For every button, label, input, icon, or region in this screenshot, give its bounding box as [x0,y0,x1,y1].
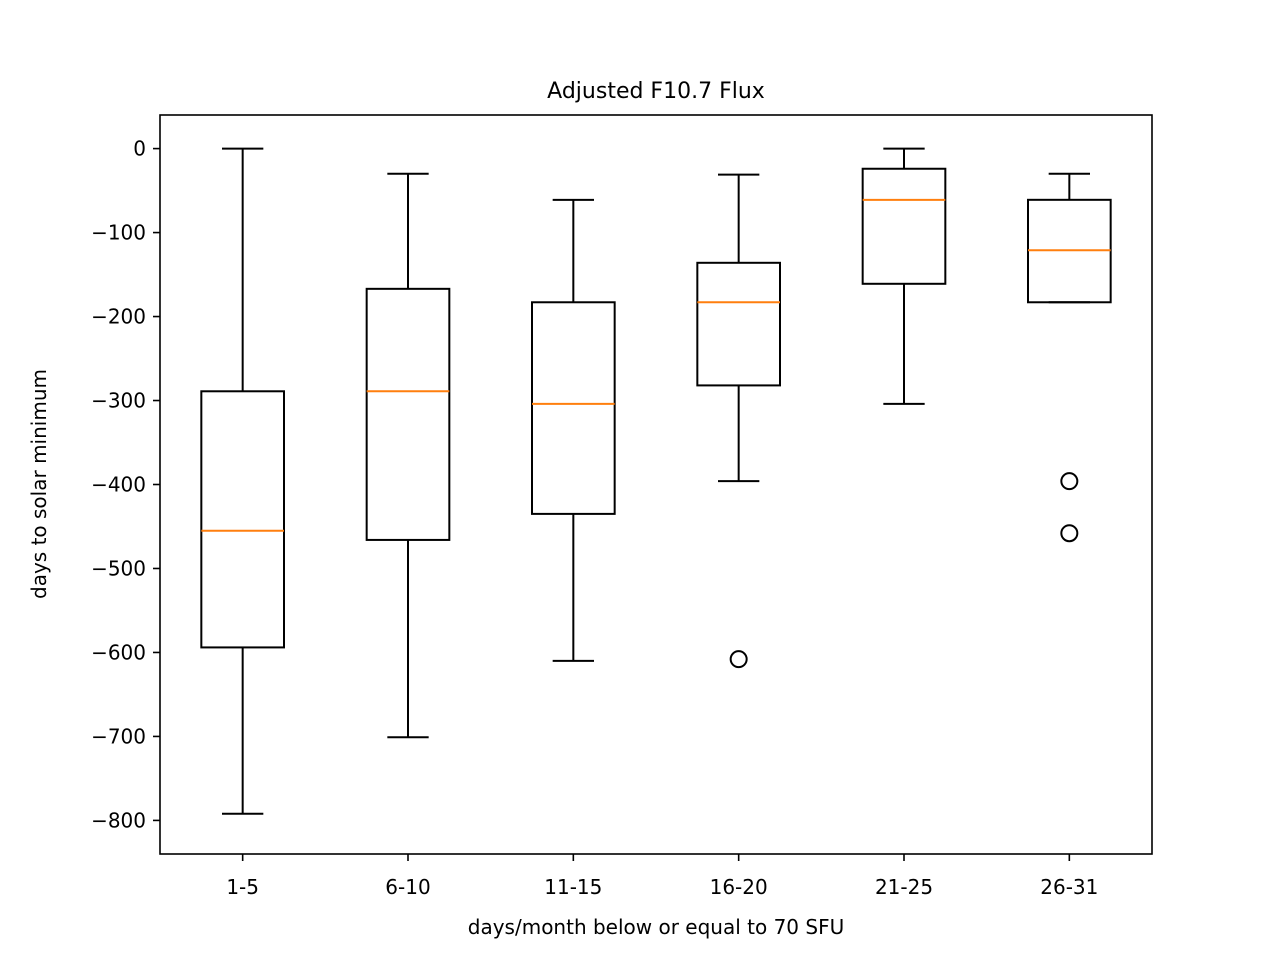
x-tick-label: 6-10 [385,875,430,899]
box-iqr [531,301,616,515]
x-tick-label: 21-25 [875,875,933,899]
axes-frame [159,114,1153,855]
y-tick-label: −700 [91,724,146,748]
y-axis-label: days to solar minimum [27,369,51,599]
box-iqr [861,167,947,285]
outlier-point [729,650,748,669]
y-tick-label: 0 [133,137,146,161]
x-tick-label: 26-31 [1040,875,1098,899]
box-iqr [696,261,781,387]
y-tick-label: −600 [91,640,146,664]
x-axis-label: days/month below or equal to 70 SFU [468,915,844,939]
x-tick-label: 16-20 [710,875,768,899]
y-tick-label: −100 [91,221,146,245]
y-tick-label: −300 [91,389,146,413]
y-tick-label: −200 [91,305,146,329]
outlier-point [1060,472,1079,491]
chart-title: Adjusted F10.7 Flux [547,79,765,104]
box-iqr [200,390,285,649]
y-tick-label: −800 [91,808,146,832]
y-tick-label: −400 [91,473,146,497]
outlier-point [1060,524,1079,543]
plot-area: 0 −100 −200 −300 −400 −500 −600 −700 −800 1-5 6-10… [91,137,1112,899]
y-tick-label: −500 [91,556,146,580]
x-tick-label: 11-15 [544,875,602,899]
x-tick-label: 1-5 [226,875,259,899]
box-iqr [365,287,451,541]
